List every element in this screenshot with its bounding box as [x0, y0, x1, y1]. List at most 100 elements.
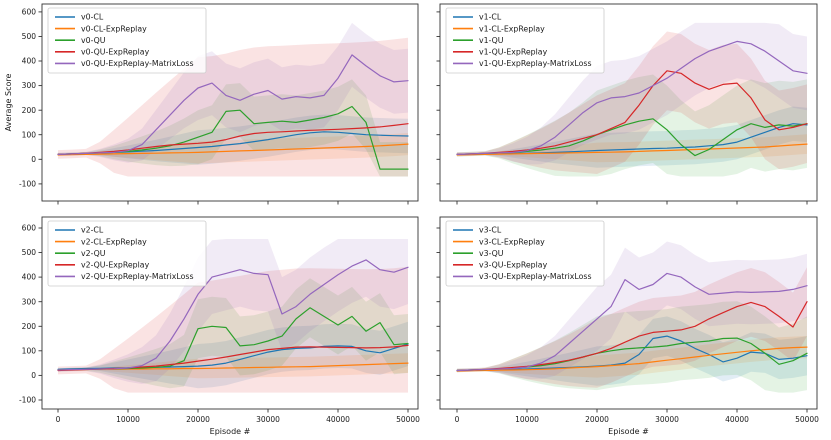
legend-label: v1-QU-ExpReplay: [479, 48, 548, 57]
line-v3-CL: [456, 335, 808, 372]
line-v1-QU-ExpReplay: [456, 70, 808, 155]
legend-label: v2-CL-ExpReplay: [81, 237, 147, 246]
y-tick-label: 100: [22, 346, 37, 355]
axes-spines: [41, 216, 419, 410]
line-v1-CL-ExpReplay: [456, 143, 808, 156]
y-axis: -100 0 100 200 300 400 500 600: [19, 8, 42, 189]
series-lines: [456, 272, 808, 372]
legend-label: v3-QU-ExpReplay-MatrixLoss: [479, 272, 592, 281]
y-tick-label: -100: [19, 180, 36, 189]
y-tick-label: 300: [22, 81, 37, 90]
subplot-v0: -100 0 100 200 300 400 500 600 Average Score v0-C…: [4, 3, 419, 205]
y-tick-label: 600: [22, 224, 37, 233]
legend-label: v0-CL-ExpReplay: [81, 24, 147, 33]
band-v0-CL-ExpReplay: [58, 133, 408, 164]
x-tick-label: 20000: [585, 415, 609, 424]
x-tick-label: 50000: [795, 415, 819, 424]
y-tick-label: 200: [22, 322, 37, 331]
axes-spines: [439, 216, 818, 410]
x-tick-label: 50000: [396, 415, 420, 424]
series-lines: [57, 54, 409, 170]
x-tick-label: 0: [56, 415, 61, 424]
confidence-bands: [58, 239, 408, 393]
confidence-bands: [58, 22, 408, 177]
band-v0-QU-ExpReplay-MatrixLoss: [58, 22, 408, 163]
y-tick-label: -100: [19, 396, 36, 405]
axes-spines: [439, 3, 818, 202]
legend-label: v0-CL: [81, 13, 104, 22]
legend-label: v3-QU-ExpReplay: [479, 261, 548, 270]
y-tick-label: 500: [22, 248, 37, 257]
legend-label: v3-QU: [479, 249, 504, 258]
x-tick-label: 30000: [256, 415, 280, 424]
legend-label: v3-CL-ExpReplay: [479, 237, 545, 246]
series-lines: [456, 40, 808, 157]
legend-label: v1-CL: [479, 13, 502, 22]
legend-label: v0-QU-ExpReplay: [81, 48, 150, 57]
x-tick-label: 10000: [116, 415, 140, 424]
line-v3-QU-ExpReplay: [456, 301, 808, 372]
legend-label: v2-CL: [81, 226, 104, 235]
line-v0-QU-ExpReplay: [57, 123, 409, 155]
legend: v0-CL v0-CL-ExpReplay v0-QU v0-QU-ExpReplay…: [47, 7, 207, 74]
subplot-v1: v1-CL v1-CL-ExpReplay v1-QU v1-QU-ExpReplay…: [436, 3, 818, 205]
series-lines: [57, 259, 409, 372]
y-axis: -100 0 100 200 300 400 500 600: [19, 224, 42, 405]
band-v3-CL-ExpReplay: [457, 336, 807, 378]
x-tick-label: 0: [455, 415, 460, 424]
line-v2-QU-ExpReplay-MatrixLoss: [57, 259, 409, 371]
legend-label: v3-CL: [479, 226, 502, 235]
legend-label: v0-QU-ExpReplay-MatrixLoss: [81, 59, 194, 68]
y-tick-label: 600: [22, 8, 37, 17]
y-axis-label: Average Score: [4, 74, 13, 132]
confidence-bands: [457, 22, 807, 177]
line-v3-QU-ExpReplay-MatrixLoss: [456, 272, 808, 372]
band-v1-QU-ExpReplay-MatrixLoss: [457, 22, 807, 165]
x-axis-label: Episode #: [210, 427, 251, 436]
x-axis: [456, 201, 808, 205]
axes-spines: [41, 3, 419, 202]
x-axis-label: Episode #: [608, 427, 649, 436]
y-tick-label: 300: [22, 297, 37, 306]
band-v3-QU-ExpReplay-MatrixLoss: [457, 241, 807, 380]
line-v3-CL-ExpReplay: [456, 346, 808, 372]
y-tick-label: 500: [22, 32, 37, 41]
band-v1-QU-ExpReplay: [457, 31, 807, 174]
legend-label: v1-QU-ExpReplay-MatrixLoss: [479, 59, 592, 68]
line-v0-QU-ExpReplay-MatrixLoss: [57, 54, 409, 155]
x-tick-label: 40000: [725, 415, 749, 424]
y-tick-label: 400: [22, 57, 37, 66]
legend: v1-CL v1-CL-ExpReplay v1-QU v1-QU-ExpReplay…: [445, 7, 605, 74]
legend-label: v2-QU-ExpReplay-MatrixLoss: [81, 272, 194, 281]
band-v2-CL-ExpReplay: [58, 353, 408, 379]
legend-label: v1-CL-ExpReplay: [479, 24, 545, 33]
y-tick-label: 200: [22, 106, 37, 115]
band-v2-QU-ExpReplay: [58, 266, 408, 393]
legend-label: v2-QU: [81, 249, 106, 258]
line-v0-CL-ExpReplay: [57, 143, 409, 156]
x-axis: [57, 201, 409, 205]
x-tick-label: 10000: [515, 415, 539, 424]
x-tick-label: 20000: [186, 415, 210, 424]
y-tick-label: 400: [22, 273, 37, 282]
line-v1-QU-ExpReplay-MatrixLoss: [456, 40, 808, 155]
band-v3-QU-ExpReplay: [457, 267, 807, 388]
band-v1-CL-ExpReplay: [457, 134, 807, 163]
subplot-v2: -100 0 100 200 300 400 500 600 0 10000 20000 30000 4…: [19, 216, 420, 436]
legend-label: v1-QU: [479, 36, 504, 45]
y-axis: [436, 227, 440, 401]
y-tick-label: 0: [31, 155, 36, 164]
band-v1-QU: [457, 74, 807, 177]
y-axis: [436, 11, 440, 185]
x-axis: 0 10000 20000 30000 40000 50000: [455, 409, 819, 424]
legend-label: v2-QU-ExpReplay: [81, 261, 150, 270]
band-v0-QU-ExpReplay: [58, 37, 408, 177]
subplot-v3: 0 10000 20000 30000 40000 50000 Episode # v3-CL…: [436, 216, 819, 436]
legend: v3-CL v3-CL-ExpReplay v3-QU v3-QU-ExpReplay…: [445, 220, 605, 287]
band-v2-QU-ExpReplay-MatrixLoss: [58, 239, 408, 384]
band-v2-QU: [58, 278, 408, 389]
x-tick-label: 40000: [326, 415, 350, 424]
legend: v2-CL v2-CL-ExpReplay v2-QU v2-QU-ExpReplay…: [47, 220, 207, 287]
